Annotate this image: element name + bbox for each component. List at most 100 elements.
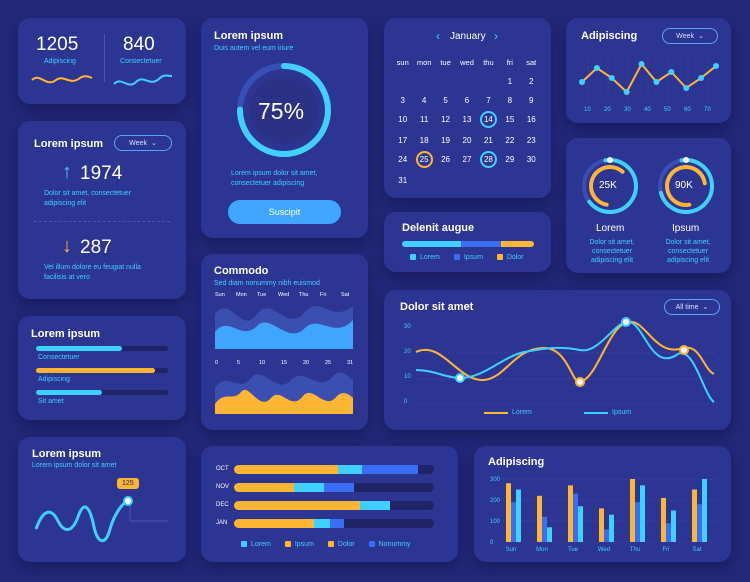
bar-chart-svg: 300 200 100 0 Sun Mon Tue Wed Thu Fri Sat bbox=[490, 477, 719, 553]
calendar-day[interactable]: 21 bbox=[483, 136, 493, 145]
calendar-day[interactable]: 30 bbox=[526, 155, 536, 164]
progress-label: Adipiscing bbox=[38, 376, 70, 383]
spark-line bbox=[34, 496, 168, 543]
x-tick-label: Tue bbox=[568, 547, 579, 553]
calendar-empty bbox=[478, 174, 499, 187]
y-tick-label: 30 bbox=[404, 324, 411, 330]
calendar-day[interactable]: 15 bbox=[505, 115, 515, 124]
arrow-down-icon: ↓ bbox=[62, 235, 72, 257]
calendar-day[interactable]: 18 bbox=[419, 136, 429, 145]
big-line-filter-dropdown[interactable]: All time ⌄ bbox=[664, 299, 720, 315]
legend-item: Ipsum bbox=[284, 541, 314, 548]
small-line-point bbox=[698, 75, 705, 81]
suscipit-button[interactable]: Suscipit bbox=[228, 200, 341, 224]
hbar-segment bbox=[324, 483, 354, 492]
progress-ring-subtitle: Duis autem vel eum iriure bbox=[214, 45, 294, 52]
gauge-left-title: Lorem bbox=[596, 223, 625, 234]
progress-track bbox=[36, 390, 168, 395]
x-tick-label: 40 bbox=[644, 107, 651, 113]
calendar-day[interactable]: 8 bbox=[507, 96, 513, 105]
y-tick-label: 20 bbox=[404, 349, 411, 355]
legend-item: Lorem bbox=[410, 254, 440, 261]
calendar-day[interactable]: 25 bbox=[415, 151, 433, 168]
calendar-empty bbox=[456, 174, 477, 187]
trend-down-text: Vel illum dolore eu feugiat nulla facili… bbox=[44, 264, 141, 281]
stat-right-value: 840 bbox=[123, 34, 155, 55]
calendar-day[interactable]: 14 bbox=[479, 111, 497, 128]
calendar-day[interactable]: 3 bbox=[400, 96, 405, 105]
legend-item: Ipsum bbox=[453, 254, 483, 261]
calendar-day[interactable]: 22 bbox=[505, 136, 515, 145]
hbar-legend: Lorem Ipsum Dolor Nonummy bbox=[241, 541, 411, 548]
y-tick-label: 10 bbox=[404, 374, 411, 380]
bar bbox=[640, 485, 645, 542]
legend-item: Dolor bbox=[496, 254, 524, 261]
x-tick-label: Wed bbox=[598, 547, 610, 553]
calendar-day[interactable]: 5 bbox=[443, 96, 448, 105]
big-line-chart bbox=[415, 317, 715, 414]
progress-list-title: Lorem ipsum bbox=[31, 328, 101, 340]
x-tick-label: 70 bbox=[704, 107, 711, 113]
calendar-day[interactable]: 7 bbox=[486, 96, 491, 105]
x-tick-label: Mon bbox=[536, 547, 548, 553]
stacked-segment bbox=[402, 241, 462, 247]
bar bbox=[542, 516, 547, 542]
x-tick-label: 10 bbox=[584, 107, 591, 113]
small-line-filter-dropdown[interactable]: Week ⌄ bbox=[662, 28, 718, 44]
calendar-day[interactable]: 19 bbox=[441, 136, 451, 145]
calendar-empty bbox=[435, 75, 456, 88]
calendar-day[interactable]: 29 bbox=[505, 155, 515, 164]
weekday-fri: fri bbox=[506, 58, 513, 67]
chevron-right-icon[interactable]: › bbox=[494, 29, 498, 43]
filter-label: Week bbox=[129, 139, 147, 147]
calendar-day[interactable]: 17 bbox=[398, 136, 408, 145]
hbar-segment bbox=[330, 519, 344, 528]
calendar-day[interactable]: 16 bbox=[526, 115, 536, 124]
calendar-day[interactable]: 12 bbox=[441, 115, 451, 124]
bar bbox=[599, 508, 604, 542]
calendar-day[interactable]: 20 bbox=[462, 136, 472, 145]
chevron-left-icon[interactable]: ‹ bbox=[436, 29, 440, 43]
calendar-day[interactable]: 31 bbox=[398, 176, 408, 185]
bar bbox=[661, 497, 666, 542]
calendar-day[interactable]: 23 bbox=[526, 136, 536, 145]
progress-fill bbox=[36, 368, 155, 373]
bar-chart-card: Adipiscing 300 200 100 0 Sun Mon Tue Wed Thu Fri S… bbox=[474, 446, 731, 562]
calendar-day[interactable]: 4 bbox=[421, 96, 427, 105]
stacked-bar-legend: Lorem Ipsum Dolor bbox=[410, 254, 524, 261]
bar bbox=[697, 504, 702, 542]
hbar-segment bbox=[362, 465, 418, 474]
legend-label: Ipsum bbox=[463, 254, 483, 261]
x-tick-label: 60 bbox=[684, 107, 691, 113]
calendar-day[interactable]: 6 bbox=[464, 96, 470, 105]
stats-card: 1205 Adipiscing 840 Consectetuer bbox=[18, 18, 186, 104]
calendar-day[interactable]: 2 bbox=[529, 77, 534, 86]
calendar-day[interactable]: 11 bbox=[419, 115, 429, 124]
stat-left-value: 1205 bbox=[36, 34, 79, 55]
bar bbox=[692, 489, 697, 542]
hbar-segment bbox=[234, 519, 258, 528]
bar bbox=[635, 502, 640, 542]
stat-sparklines bbox=[31, 74, 173, 86]
small-line-point bbox=[579, 79, 585, 85]
trend-filter-dropdown[interactable]: Week ⌄ bbox=[114, 135, 172, 151]
bar bbox=[578, 506, 583, 542]
hbar-row-label: JAN bbox=[216, 520, 228, 526]
big-line-title: Dolor sit amet bbox=[400, 301, 474, 313]
x-tick-label: 30 bbox=[624, 107, 631, 113]
area-chart-card: Commodo Sed diam nonummy nibh euismod Su… bbox=[201, 254, 368, 430]
calendar-day[interactable]: 27 bbox=[462, 155, 472, 164]
x-tick-label: Sat bbox=[692, 547, 701, 553]
calendar-day[interactable]: 28 bbox=[479, 151, 497, 168]
calendar-day[interactable]: 26 bbox=[441, 155, 451, 164]
calendar-day[interactable]: 13 bbox=[462, 115, 472, 124]
calendar-day[interactable]: 10 bbox=[398, 115, 408, 124]
calendar-day[interactable]: 24 bbox=[398, 155, 408, 164]
dashed-divider bbox=[34, 221, 170, 222]
legend-label: Lorem bbox=[420, 254, 440, 261]
hbar-segment bbox=[258, 483, 294, 492]
calendar-day[interactable]: 9 bbox=[529, 96, 534, 105]
calendar-day[interactable]: 1 bbox=[507, 77, 513, 86]
bar bbox=[609, 514, 614, 542]
weekday-thu: thu bbox=[483, 58, 494, 67]
